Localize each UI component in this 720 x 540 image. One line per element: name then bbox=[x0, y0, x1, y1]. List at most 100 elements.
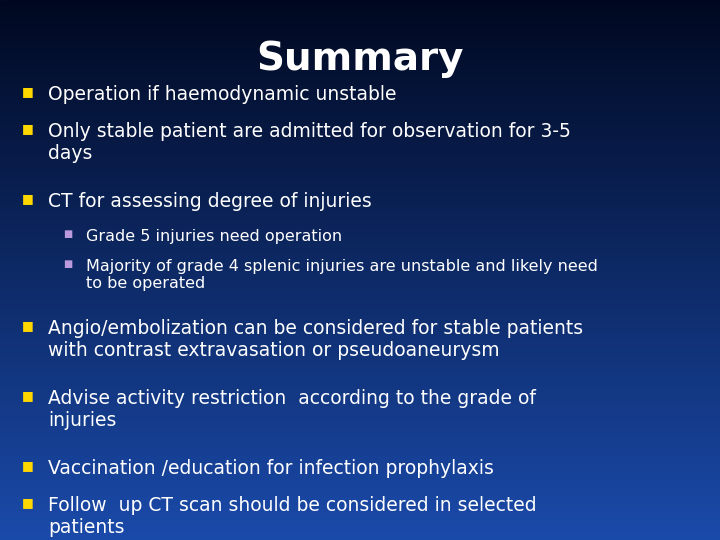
Bar bbox=[0, 208, 720, 211]
Bar bbox=[0, 510, 720, 513]
Bar bbox=[0, 27, 720, 30]
Bar bbox=[0, 464, 720, 467]
Bar bbox=[0, 413, 720, 416]
Bar bbox=[0, 502, 720, 505]
Bar bbox=[0, 227, 720, 229]
Bar bbox=[0, 397, 720, 400]
Bar bbox=[0, 65, 720, 68]
Bar bbox=[0, 19, 720, 22]
Bar bbox=[0, 127, 720, 130]
Bar bbox=[0, 402, 720, 405]
Text: Grade 5 injuries need operation: Grade 5 injuries need operation bbox=[86, 229, 342, 244]
Bar bbox=[0, 105, 720, 108]
Bar bbox=[0, 532, 720, 535]
Bar bbox=[0, 92, 720, 94]
Bar bbox=[0, 467, 720, 470]
Text: Majority of grade 4 splenic injuries are unstable and likely need
to be operated: Majority of grade 4 splenic injuries are… bbox=[86, 259, 598, 292]
Bar bbox=[0, 386, 720, 389]
Bar bbox=[0, 24, 720, 27]
Bar bbox=[0, 481, 720, 483]
Bar bbox=[0, 508, 720, 510]
Bar bbox=[0, 297, 720, 300]
Bar bbox=[0, 162, 720, 165]
Bar bbox=[0, 289, 720, 292]
Bar bbox=[0, 316, 720, 319]
Bar bbox=[0, 146, 720, 148]
Bar bbox=[0, 68, 720, 70]
Bar bbox=[0, 32, 720, 35]
Bar bbox=[0, 329, 720, 332]
Bar bbox=[0, 284, 720, 286]
Bar bbox=[0, 335, 720, 338]
Bar bbox=[0, 359, 720, 362]
Bar bbox=[0, 526, 720, 529]
Bar bbox=[0, 170, 720, 173]
Bar bbox=[0, 348, 720, 351]
Bar bbox=[0, 256, 720, 259]
Bar bbox=[0, 219, 720, 221]
Bar bbox=[0, 211, 720, 213]
Bar bbox=[0, 340, 720, 343]
Bar bbox=[0, 8, 720, 11]
Bar bbox=[0, 427, 720, 429]
Bar bbox=[0, 362, 720, 364]
Bar bbox=[0, 294, 720, 297]
Bar bbox=[0, 186, 720, 189]
Bar bbox=[0, 165, 720, 167]
Bar bbox=[0, 0, 720, 3]
Text: ■: ■ bbox=[22, 389, 34, 402]
Bar bbox=[0, 446, 720, 448]
Bar bbox=[0, 400, 720, 402]
Bar bbox=[0, 86, 720, 89]
Bar bbox=[0, 432, 720, 435]
Bar bbox=[0, 518, 720, 521]
Bar bbox=[0, 451, 720, 454]
Bar bbox=[0, 459, 720, 462]
Bar bbox=[0, 189, 720, 192]
Bar bbox=[0, 354, 720, 356]
Bar bbox=[0, 410, 720, 413]
Bar bbox=[0, 135, 720, 138]
Text: ■: ■ bbox=[22, 459, 34, 472]
Text: Angio/embolization can be considered for stable patients
with contrast extravasa: Angio/embolization can be considered for… bbox=[48, 319, 583, 360]
Bar bbox=[0, 205, 720, 208]
Bar bbox=[0, 462, 720, 464]
Bar bbox=[0, 94, 720, 97]
Bar bbox=[0, 200, 720, 202]
Bar bbox=[0, 151, 720, 154]
Bar bbox=[0, 470, 720, 472]
Bar bbox=[0, 262, 720, 265]
Bar bbox=[0, 310, 720, 313]
Bar bbox=[0, 78, 720, 81]
Bar bbox=[0, 62, 720, 65]
Bar bbox=[0, 405, 720, 408]
Bar bbox=[0, 181, 720, 184]
Bar bbox=[0, 373, 720, 375]
Bar bbox=[0, 321, 720, 324]
Bar bbox=[0, 500, 720, 502]
Bar bbox=[0, 281, 720, 284]
Bar bbox=[0, 454, 720, 456]
Bar bbox=[0, 424, 720, 427]
Bar bbox=[0, 122, 720, 124]
Bar bbox=[0, 30, 720, 32]
Bar bbox=[0, 51, 720, 54]
Bar bbox=[0, 537, 720, 540]
Bar bbox=[0, 418, 720, 421]
Bar bbox=[0, 332, 720, 335]
Bar bbox=[0, 383, 720, 386]
Bar bbox=[0, 308, 720, 310]
Bar bbox=[0, 370, 720, 373]
Bar bbox=[0, 14, 720, 16]
Bar bbox=[0, 230, 720, 232]
Bar bbox=[0, 443, 720, 445]
Text: Summary: Summary bbox=[256, 40, 464, 78]
Bar bbox=[0, 59, 720, 62]
Bar bbox=[0, 448, 720, 451]
Bar bbox=[0, 491, 720, 494]
Bar bbox=[0, 435, 720, 437]
Bar bbox=[0, 364, 720, 367]
Bar bbox=[0, 119, 720, 122]
Bar bbox=[0, 154, 720, 157]
Text: ■: ■ bbox=[63, 259, 73, 269]
